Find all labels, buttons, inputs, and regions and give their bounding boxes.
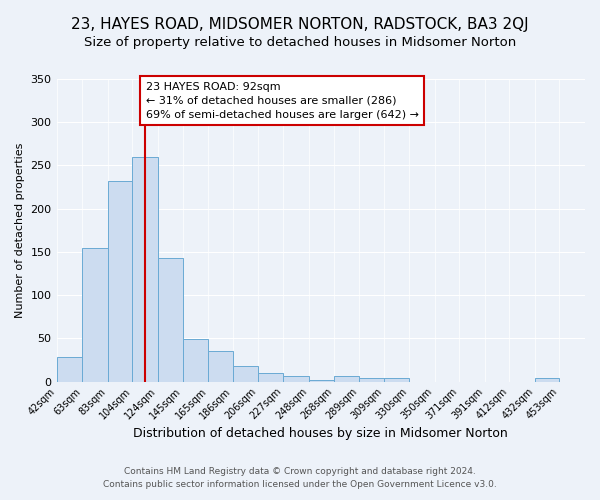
Bar	[385, 378, 409, 382]
Bar	[233, 366, 259, 382]
Bar	[108, 181, 133, 382]
Bar	[283, 376, 308, 382]
Text: Contains HM Land Registry data © Crown copyright and database right 2024.
Contai: Contains HM Land Registry data © Crown c…	[103, 468, 497, 489]
X-axis label: Distribution of detached houses by size in Midsomer Norton: Distribution of detached houses by size …	[133, 427, 508, 440]
Y-axis label: Number of detached properties: Number of detached properties	[15, 142, 25, 318]
Bar	[56, 358, 82, 382]
Bar	[308, 380, 334, 382]
Bar	[208, 352, 233, 382]
Text: Size of property relative to detached houses in Midsomer Norton: Size of property relative to detached ho…	[84, 36, 516, 49]
Text: 23, HAYES ROAD, MIDSOMER NORTON, RADSTOCK, BA3 2QJ: 23, HAYES ROAD, MIDSOMER NORTON, RADSTOC…	[71, 18, 529, 32]
Bar	[133, 157, 158, 382]
Bar	[535, 378, 559, 382]
Bar	[259, 373, 283, 382]
Bar	[158, 258, 182, 382]
Text: 23 HAYES ROAD: 92sqm
← 31% of detached houses are smaller (286)
69% of semi-deta: 23 HAYES ROAD: 92sqm ← 31% of detached h…	[146, 82, 419, 120]
Bar	[182, 339, 208, 382]
Bar	[334, 376, 359, 382]
Bar	[359, 378, 385, 382]
Bar	[82, 248, 108, 382]
